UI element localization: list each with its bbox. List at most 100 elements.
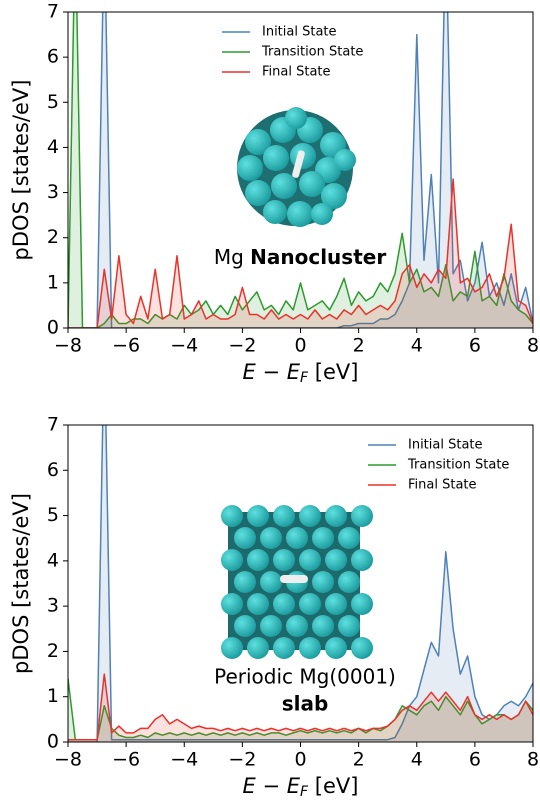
x-tick-label: 4: [411, 335, 423, 357]
x-tick-label: −4: [170, 749, 198, 771]
x-tick-label: −6: [112, 335, 140, 357]
atom: [221, 549, 243, 571]
x-label-unit: [eV]: [308, 774, 358, 798]
legend-label: Final State: [408, 478, 477, 493]
atom: [325, 549, 347, 571]
x-tick-label: 2: [353, 749, 365, 771]
atom: [338, 571, 360, 593]
slab-image: [221, 505, 373, 659]
x-tick-label: −2: [228, 749, 256, 771]
x-label-sub: F: [300, 370, 309, 386]
x-tick-label: 8: [527, 749, 539, 771]
atom: [273, 637, 295, 659]
atom: [273, 505, 295, 527]
atom: [351, 505, 373, 527]
y-tick-label: 7: [47, 414, 59, 436]
annotation-part: Mg: [214, 245, 244, 269]
x-tick-label: 4: [411, 749, 423, 771]
y-tick-label: 2: [47, 226, 59, 248]
y-tick-label: 5: [47, 504, 59, 526]
atom: [312, 571, 334, 593]
x-label-main: E − E: [243, 774, 301, 798]
y-tick-label: 5: [47, 91, 59, 113]
atom: [221, 593, 243, 615]
nanocluster-image: [237, 107, 356, 227]
line: [68, 673, 533, 741]
legend-label: Transition State: [407, 458, 509, 473]
atom: [247, 549, 269, 571]
x-tick-label: −8: [54, 335, 82, 357]
y-tick-label: 6: [47, 46, 59, 68]
x-tick-label: 2: [353, 335, 365, 357]
atom: [299, 549, 321, 571]
atom: [234, 527, 256, 549]
area-fill: [68, 12, 533, 328]
atom: [234, 615, 256, 637]
x-tick-label: 0: [294, 335, 306, 357]
legend-label: Initial State: [262, 25, 337, 40]
y-tick-label: 4: [47, 549, 59, 571]
annotation: slab: [282, 692, 329, 716]
atom: [273, 549, 295, 571]
y-tick-label: 3: [47, 181, 59, 203]
x-axis-label: E − EF [eV]: [243, 774, 359, 800]
atom: [260, 527, 282, 549]
atom: [299, 505, 321, 527]
atom: [273, 593, 295, 615]
y-axis-label: pDOS [states/eV]: [9, 493, 33, 674]
atom: [325, 593, 347, 615]
atom: [351, 549, 373, 571]
x-tick-label: −6: [112, 749, 140, 771]
atom: [221, 505, 243, 527]
line: [68, 178, 533, 328]
x-label-sub: F: [300, 784, 309, 800]
annotation-part: Nanocluster: [250, 245, 386, 269]
plot-area: [68, 425, 533, 742]
y-axis-label: pDOS [states/eV]: [9, 80, 33, 261]
atom: [286, 527, 308, 549]
y-tick-label: 2: [47, 640, 59, 662]
x-tick-label: −2: [228, 335, 256, 357]
y-tick-label: 1: [47, 685, 59, 707]
atom: [338, 615, 360, 637]
atom: [299, 637, 321, 659]
legend-label: Final State: [262, 65, 331, 80]
area-fill: [68, 678, 533, 742]
atom: [325, 505, 347, 527]
atom: [338, 527, 360, 549]
atom: [247, 505, 269, 527]
annotation: Mg Nanocluster: [214, 245, 387, 269]
line: [68, 12, 533, 328]
y-tick-label: 3: [47, 595, 59, 617]
atom: [260, 615, 282, 637]
annotation: Periodic Mg(0001): [214, 665, 396, 689]
y-tick-label: 1: [47, 271, 59, 293]
x-label-main: E − E: [243, 360, 301, 384]
area-fill: [68, 179, 533, 328]
x-axis-label: E − EF [eV]: [243, 360, 359, 386]
y-tick-label: 0: [47, 317, 59, 339]
plot-area: [68, 12, 533, 328]
legend-label: Transition State: [261, 45, 363, 60]
x-tick-label: 0: [294, 749, 306, 771]
atom: [221, 637, 243, 659]
atom: [325, 637, 347, 659]
atom: [312, 527, 334, 549]
line: [68, 425, 533, 742]
x-tick-label: −8: [54, 749, 82, 771]
line: [68, 12, 533, 328]
atom: [312, 615, 334, 637]
y-tick-label: 6: [47, 459, 59, 481]
x-label-unit: [eV]: [308, 360, 358, 384]
atom: [247, 593, 269, 615]
area-fill: [68, 674, 533, 742]
x-tick-label: 8: [527, 335, 539, 357]
y-tick-label: 4: [47, 136, 59, 158]
atom: [286, 615, 308, 637]
atom: [234, 571, 256, 593]
y-tick-label: 0: [47, 731, 59, 753]
y-tick-label: 7: [47, 1, 59, 23]
x-tick-label: 6: [469, 335, 481, 357]
atom: [260, 571, 282, 593]
